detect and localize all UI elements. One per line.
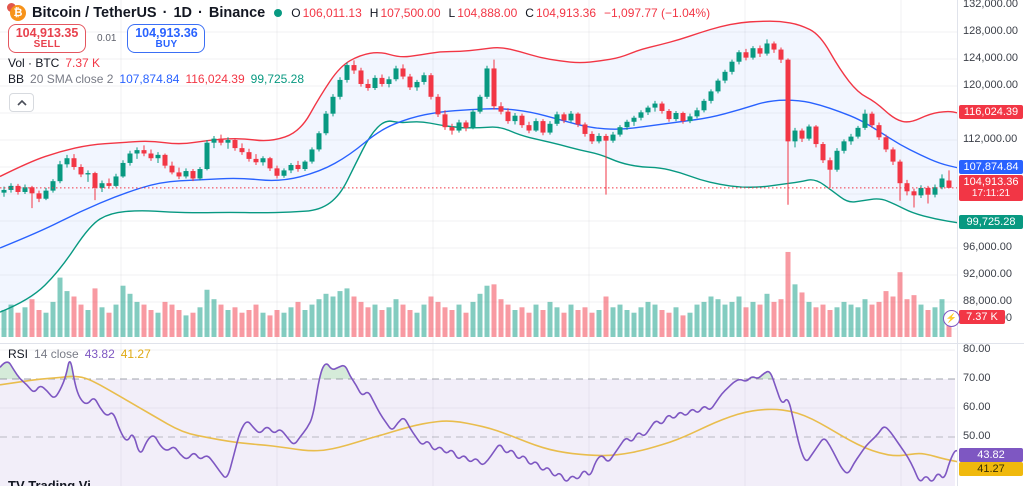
low-value: 104,888.00 bbox=[457, 6, 518, 20]
bb-upper-price-badge: 116,024.39 bbox=[959, 104, 1023, 119]
rsi-ma-value: 41.27 bbox=[120, 347, 151, 361]
interval-label[interactable]: 1D bbox=[173, 5, 192, 21]
sell-label: SELL bbox=[33, 38, 61, 50]
price-axis-label: 92,000.00 bbox=[963, 268, 1012, 280]
exchange-label[interactable]: Binance bbox=[208, 5, 266, 21]
market-status-dot[interactable] bbox=[274, 9, 283, 17]
high-value: 107,500.00 bbox=[380, 6, 441, 20]
trade-panel: 104,913.35 SELL 0.01 104,913.36 BUY bbox=[8, 24, 206, 53]
price-axis-label: 128,000.00 bbox=[963, 25, 1019, 37]
rsi-ma-line bbox=[0, 375, 961, 464]
bb-lower-price-badge: 99,725.28 bbox=[959, 214, 1023, 229]
symbol-header: ₿ Bitcoin / TetherUS · 1D · Binance O 106… bbox=[7, 3, 710, 23]
bb-lower-band bbox=[0, 120, 959, 313]
price-axis-label: 120,000.00 bbox=[963, 79, 1019, 91]
close-label: C bbox=[525, 6, 534, 20]
bb-basis-price-badge: 107,874.84 bbox=[959, 159, 1023, 174]
high-label: H bbox=[369, 6, 379, 20]
rsi-ma-badge: 41.27 bbox=[959, 462, 1023, 477]
buy-price: 104,913.36 bbox=[135, 25, 198, 40]
bb-name: BB bbox=[8, 72, 25, 86]
symbol-title[interactable]: Bitcoin / TetherUS bbox=[32, 5, 157, 21]
pane-divider[interactable] bbox=[0, 343, 1024, 344]
collapse-legend-button[interactable] bbox=[9, 93, 34, 112]
bb-fill-area bbox=[0, 21, 958, 313]
rsi-axis-label: 60.00 bbox=[963, 401, 991, 413]
clipped-bottom-text: TV Trading Vi bbox=[8, 478, 91, 486]
price-axis-label: 124,000.00 bbox=[963, 52, 1019, 64]
price-axis-label: 132,000.00 bbox=[963, 0, 1019, 10]
rsi-axis-label: 50.00 bbox=[963, 430, 991, 442]
price-axis-label: 112,000.00 bbox=[963, 133, 1018, 145]
axis-separator bbox=[957, 0, 958, 486]
volume-bars bbox=[1, 251, 952, 337]
rsi-axis-label: 70.00 bbox=[963, 372, 991, 384]
ohlc-values: O 106,011.13 H 107,500.00 L 104,888.00 C 104… bbox=[291, 6, 710, 20]
bb-basis-value: 107,874.84 bbox=[119, 72, 180, 86]
quick-trade-lightning-icon[interactable]: ⚡ bbox=[943, 310, 960, 327]
price-axis[interactable]: 132,000.00 128,000.00 124,000.00 120,000.00… bbox=[958, 0, 1024, 486]
volume-legend: Vol · BTC 7.37 K bbox=[8, 56, 100, 70]
title-separator: · bbox=[198, 5, 203, 21]
rsi-axis-label: 80.00 bbox=[963, 343, 991, 355]
change-value: −1,097.77 (−1.04%) bbox=[604, 6, 711, 20]
sell-button[interactable]: 104,913.35 SELL bbox=[8, 24, 86, 53]
rsi-band-fill bbox=[0, 379, 955, 486]
bb-upper-value: 116,024.39 bbox=[185, 72, 245, 86]
rsi-line bbox=[0, 361, 961, 482]
bb-params: 20 SMA close 2 bbox=[30, 72, 114, 86]
volume-legend-label: Vol · BTC bbox=[8, 56, 60, 70]
title-separator: · bbox=[162, 5, 168, 21]
open-value: 106,011.13 bbox=[302, 6, 362, 20]
buy-label: BUY bbox=[155, 38, 178, 50]
low-label: L bbox=[448, 6, 456, 20]
price-axis-label: 96,000.00 bbox=[963, 241, 1012, 253]
chevron-up-icon bbox=[16, 99, 27, 106]
bollinger-legend: BB 20 SMA close 2 107,874.84 116,024.39 … bbox=[8, 72, 304, 86]
bb-lower-value: 99,725.28 bbox=[250, 72, 305, 86]
volume-badge: 7.37 K bbox=[959, 310, 1005, 325]
price-axis-label: 88,000.00 bbox=[963, 295, 1012, 307]
bb-basis-line bbox=[0, 99, 959, 249]
volume-legend-value: 7.37 K bbox=[65, 56, 101, 70]
bitcoin-logo-icon: ₿ bbox=[7, 3, 26, 22]
rsi-legend: RSI 14 close 43.82 41.27 bbox=[8, 347, 151, 361]
close-value: 104,913.36 bbox=[535, 6, 596, 20]
spread-value: 0.01 bbox=[97, 33, 117, 44]
rsi-name: RSI bbox=[8, 347, 29, 361]
open-label: O bbox=[291, 6, 301, 20]
sell-price: 104,913.35 bbox=[15, 25, 79, 40]
rsi-value-badge: 43.82 bbox=[959, 447, 1023, 462]
current-price-badge: 104,913.36 17:11:21 bbox=[959, 174, 1023, 201]
rsi-value: 43.82 bbox=[84, 347, 115, 361]
buy-button[interactable]: 104,913.36 BUY bbox=[127, 24, 206, 53]
candlesticks bbox=[1, 39, 952, 209]
rsi-params: 14 close bbox=[34, 347, 79, 361]
